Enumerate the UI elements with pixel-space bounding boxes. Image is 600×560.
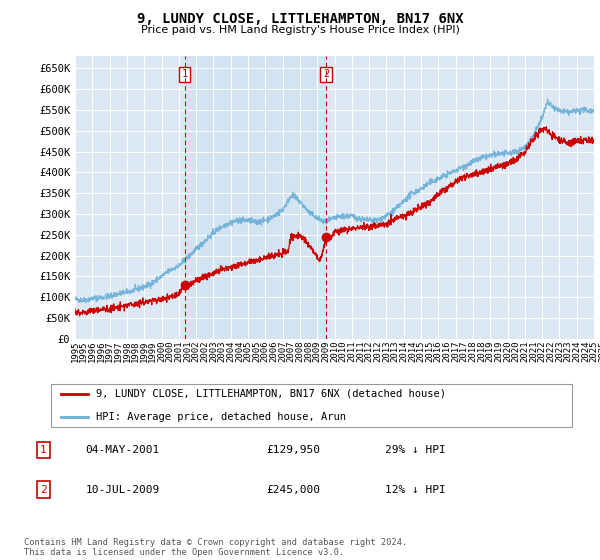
Text: 2002: 2002 (191, 340, 200, 362)
Text: 2001: 2001 (183, 340, 192, 362)
Text: 2009: 2009 (322, 340, 331, 362)
Text: 2007: 2007 (278, 340, 287, 362)
Text: 2003: 2003 (209, 340, 218, 362)
Text: 1996: 1996 (97, 340, 106, 362)
Text: 2022: 2022 (546, 340, 555, 362)
Text: 2006: 2006 (269, 340, 278, 362)
Text: 1997: 1997 (114, 340, 123, 362)
Text: 2024: 2024 (581, 340, 590, 362)
Text: 1995: 1995 (79, 340, 88, 362)
Text: 9, LUNDY CLOSE, LITTLEHAMPTON, BN17 6NX (detached house): 9, LUNDY CLOSE, LITTLEHAMPTON, BN17 6NX … (95, 389, 446, 399)
Text: 2: 2 (323, 69, 329, 80)
Text: 2022: 2022 (538, 340, 547, 362)
Text: 2017: 2017 (451, 340, 460, 362)
Text: 1999: 1999 (140, 340, 149, 362)
Text: 2010: 2010 (330, 340, 339, 362)
Text: 2014: 2014 (408, 340, 417, 362)
Bar (185, 56, 326, 339)
Text: 2005: 2005 (252, 340, 261, 362)
Text: 1: 1 (182, 69, 188, 80)
Text: 2010: 2010 (338, 340, 347, 362)
Text: 9, LUNDY CLOSE, LITTLEHAMPTON, BN17 6NX: 9, LUNDY CLOSE, LITTLEHAMPTON, BN17 6NX (137, 12, 463, 26)
Text: 2009: 2009 (313, 340, 322, 362)
Text: 2019: 2019 (486, 340, 495, 362)
Text: 2015: 2015 (425, 340, 434, 362)
Text: 2011: 2011 (356, 340, 365, 362)
FancyBboxPatch shape (50, 384, 572, 427)
Text: 2007: 2007 (287, 340, 296, 362)
Text: 1: 1 (40, 445, 47, 455)
Text: 2013: 2013 (382, 340, 391, 362)
Text: 2015: 2015 (416, 340, 425, 362)
Text: 2021: 2021 (529, 340, 538, 362)
Text: 1995: 1995 (71, 340, 79, 362)
Text: 2013: 2013 (391, 340, 400, 362)
Text: 2018: 2018 (469, 340, 478, 362)
Text: 2020: 2020 (512, 340, 521, 362)
Text: 2014: 2014 (399, 340, 408, 362)
Text: 2008: 2008 (304, 340, 313, 362)
Text: Price paid vs. HM Land Registry's House Price Index (HPI): Price paid vs. HM Land Registry's House … (140, 25, 460, 35)
Text: 2005: 2005 (244, 340, 253, 362)
Text: 2008: 2008 (295, 340, 304, 362)
Text: 2019: 2019 (494, 340, 503, 362)
Text: Contains HM Land Registry data © Crown copyright and database right 2024.
This d: Contains HM Land Registry data © Crown c… (24, 538, 407, 557)
Text: 2006: 2006 (261, 340, 270, 362)
Text: 2017: 2017 (460, 340, 469, 362)
Text: 2004: 2004 (235, 340, 244, 362)
Text: 2016: 2016 (442, 340, 451, 362)
Text: 1996: 1996 (88, 340, 97, 362)
Text: 2: 2 (40, 484, 47, 494)
Text: £129,950: £129,950 (266, 445, 320, 455)
Text: 2012: 2012 (373, 340, 382, 362)
Text: 2000: 2000 (166, 340, 175, 362)
Text: 1998: 1998 (122, 340, 131, 362)
Text: 2016: 2016 (434, 340, 443, 362)
Text: 29% ↓ HPI: 29% ↓ HPI (385, 445, 445, 455)
Text: 2024: 2024 (572, 340, 581, 362)
Text: 2011: 2011 (347, 340, 356, 362)
Text: 1998: 1998 (131, 340, 140, 362)
Text: 10-JUL-2009: 10-JUL-2009 (86, 484, 160, 494)
Text: 2025: 2025 (589, 340, 599, 362)
Text: 1999: 1999 (148, 340, 157, 362)
Text: 2025: 2025 (598, 340, 600, 362)
Text: £245,000: £245,000 (266, 484, 320, 494)
Text: 2003: 2003 (218, 340, 227, 362)
Text: 2004: 2004 (226, 340, 235, 362)
Text: 2023: 2023 (555, 340, 564, 362)
Text: 2002: 2002 (200, 340, 209, 362)
Text: HPI: Average price, detached house, Arun: HPI: Average price, detached house, Arun (95, 412, 346, 422)
Text: 2023: 2023 (563, 340, 572, 362)
Text: 2020: 2020 (503, 340, 512, 362)
Text: 12% ↓ HPI: 12% ↓ HPI (385, 484, 445, 494)
Text: 2021: 2021 (520, 340, 529, 362)
Text: 2018: 2018 (477, 340, 486, 362)
Text: 1997: 1997 (105, 340, 114, 362)
Text: 2000: 2000 (157, 340, 166, 362)
Text: 2001: 2001 (175, 340, 184, 362)
Text: 04-MAY-2001: 04-MAY-2001 (86, 445, 160, 455)
Text: 2012: 2012 (365, 340, 374, 362)
